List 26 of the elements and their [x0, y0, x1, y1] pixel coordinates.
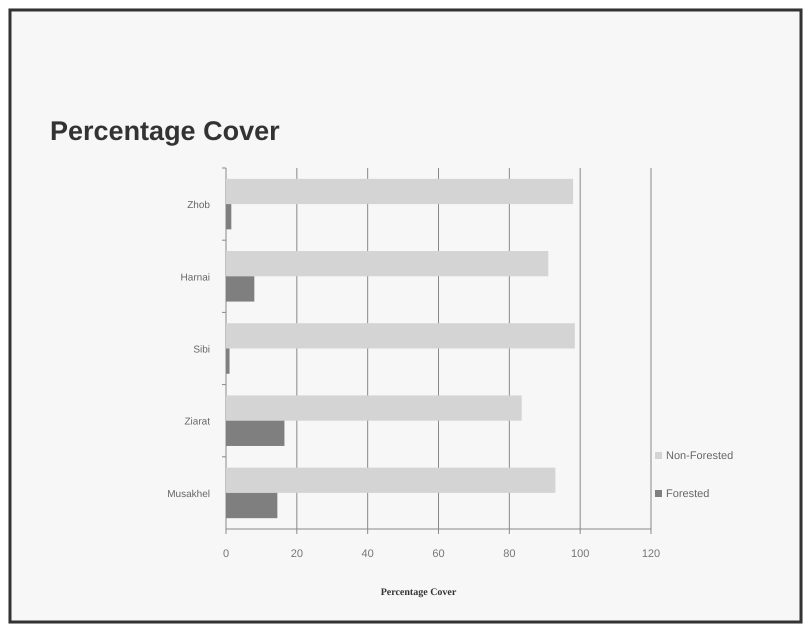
- y-tick-label: Musakhel: [167, 488, 210, 500]
- bar: [226, 178, 574, 204]
- y-tick-label: Sibi: [193, 344, 210, 356]
- bar: [226, 204, 232, 230]
- bar: [226, 492, 278, 518]
- x-tick-label: 60: [432, 548, 445, 560]
- bar: [226, 276, 254, 302]
- y-tick-label: Harnai: [180, 272, 210, 284]
- x-tick-label: 40: [362, 548, 374, 560]
- x-tick-label: 0: [222, 548, 230, 560]
- bar: [226, 348, 230, 374]
- x-axis-title: Percentage Cover: [380, 587, 457, 598]
- y-tick-label: Ziarat: [184, 416, 210, 428]
- bar: [226, 251, 548, 276]
- x-tick-label: 80: [503, 548, 516, 560]
- bar: [226, 468, 556, 493]
- x-tick-label: 20: [290, 548, 303, 560]
- bar: [226, 395, 522, 421]
- bar: [226, 420, 284, 446]
- legend-label: Forested: [666, 488, 710, 500]
- x-tick-label: 100: [570, 548, 590, 560]
- bar: [226, 323, 575, 348]
- legend-label: Non-Forested: [666, 450, 734, 462]
- y-tick-label: Zhob: [187, 200, 210, 212]
- x-tick-label: 120: [642, 548, 660, 560]
- chart-title: Percentage Cover: [50, 116, 280, 146]
